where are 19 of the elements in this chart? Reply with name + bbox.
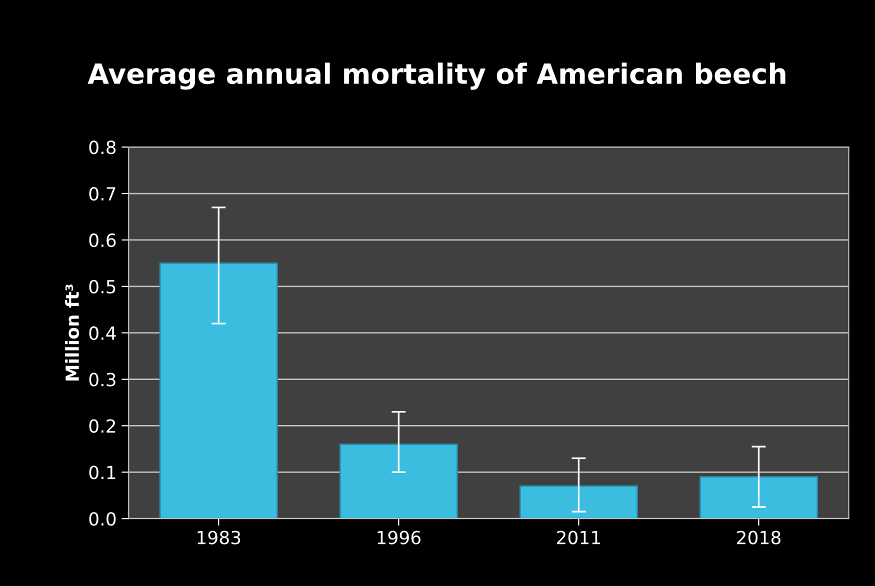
y-tick-label: 0.0 <box>89 512 116 526</box>
y-axis-title: Million ft³ <box>65 284 80 381</box>
x-tick-label: 1996 <box>378 530 421 544</box>
y-tick-label: 0.8 <box>89 140 116 154</box>
x-tick-label: 1983 <box>198 530 240 544</box>
y-tick-label: 0.4 <box>89 326 116 340</box>
y-tick-label: 0.7 <box>89 186 116 201</box>
y-tick-label: 0.3 <box>89 372 116 386</box>
bar <box>520 485 638 519</box>
y-tick-label: 0.2 <box>89 419 116 433</box>
bar <box>339 444 458 519</box>
chart-title: Average annual mortality of American beech <box>88 62 786 90</box>
x-tick-label: 2011 <box>557 530 600 544</box>
x-tick-label: 2018 <box>737 530 780 544</box>
bar <box>700 476 818 519</box>
y-tick-label: 0.1 <box>89 466 116 480</box>
bar <box>159 262 278 519</box>
y-tick-label: 0.6 <box>89 233 116 248</box>
y-tick-label: 0.5 <box>89 280 116 294</box>
